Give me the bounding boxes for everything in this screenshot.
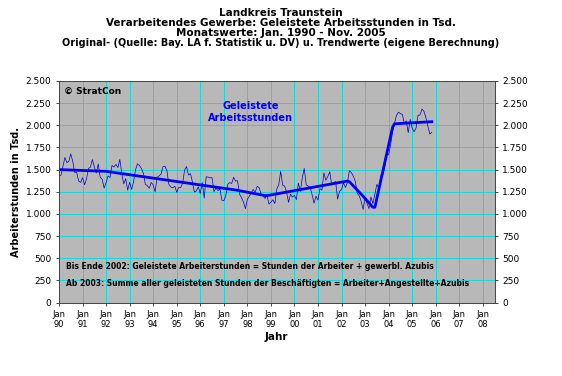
Text: Ab 2003: Summe aller geleisteten Stunden der Beschäftigten = Arbeiter+Angestellt: Ab 2003: Summe aller geleisteten Stunden… [66, 279, 469, 288]
Text: Verarbeitendes Gewerbe: Geleistete Arbeitsstunden in Tsd.: Verarbeitendes Gewerbe: Geleistete Arbei… [106, 18, 456, 28]
Text: Monatswerte: Jan. 1990 - Nov. 2005: Monatswerte: Jan. 1990 - Nov. 2005 [176, 28, 386, 38]
Text: Landkreis Traunstein: Landkreis Traunstein [219, 8, 343, 18]
Text: © StratCon: © StratCon [64, 86, 121, 96]
Text: Original- (Quelle: Bay. LA f. Statistik u. DV) u. Trendwerte (eigene Berechnung): Original- (Quelle: Bay. LA f. Statistik … [62, 38, 500, 48]
Text: Bis Ende 2002: Geleistete Arbeiterstunden = Stunden der Arbeiter + gewerbl. Azub: Bis Ende 2002: Geleistete Arbeiterstunde… [66, 262, 433, 270]
Text: Geleistete
Arbeitsstunden: Geleistete Arbeitsstunden [208, 101, 293, 123]
Y-axis label: Arbeiterstunden in Tsd.: Arbeiterstunden in Tsd. [11, 127, 21, 257]
X-axis label: Jahr: Jahr [265, 332, 288, 342]
